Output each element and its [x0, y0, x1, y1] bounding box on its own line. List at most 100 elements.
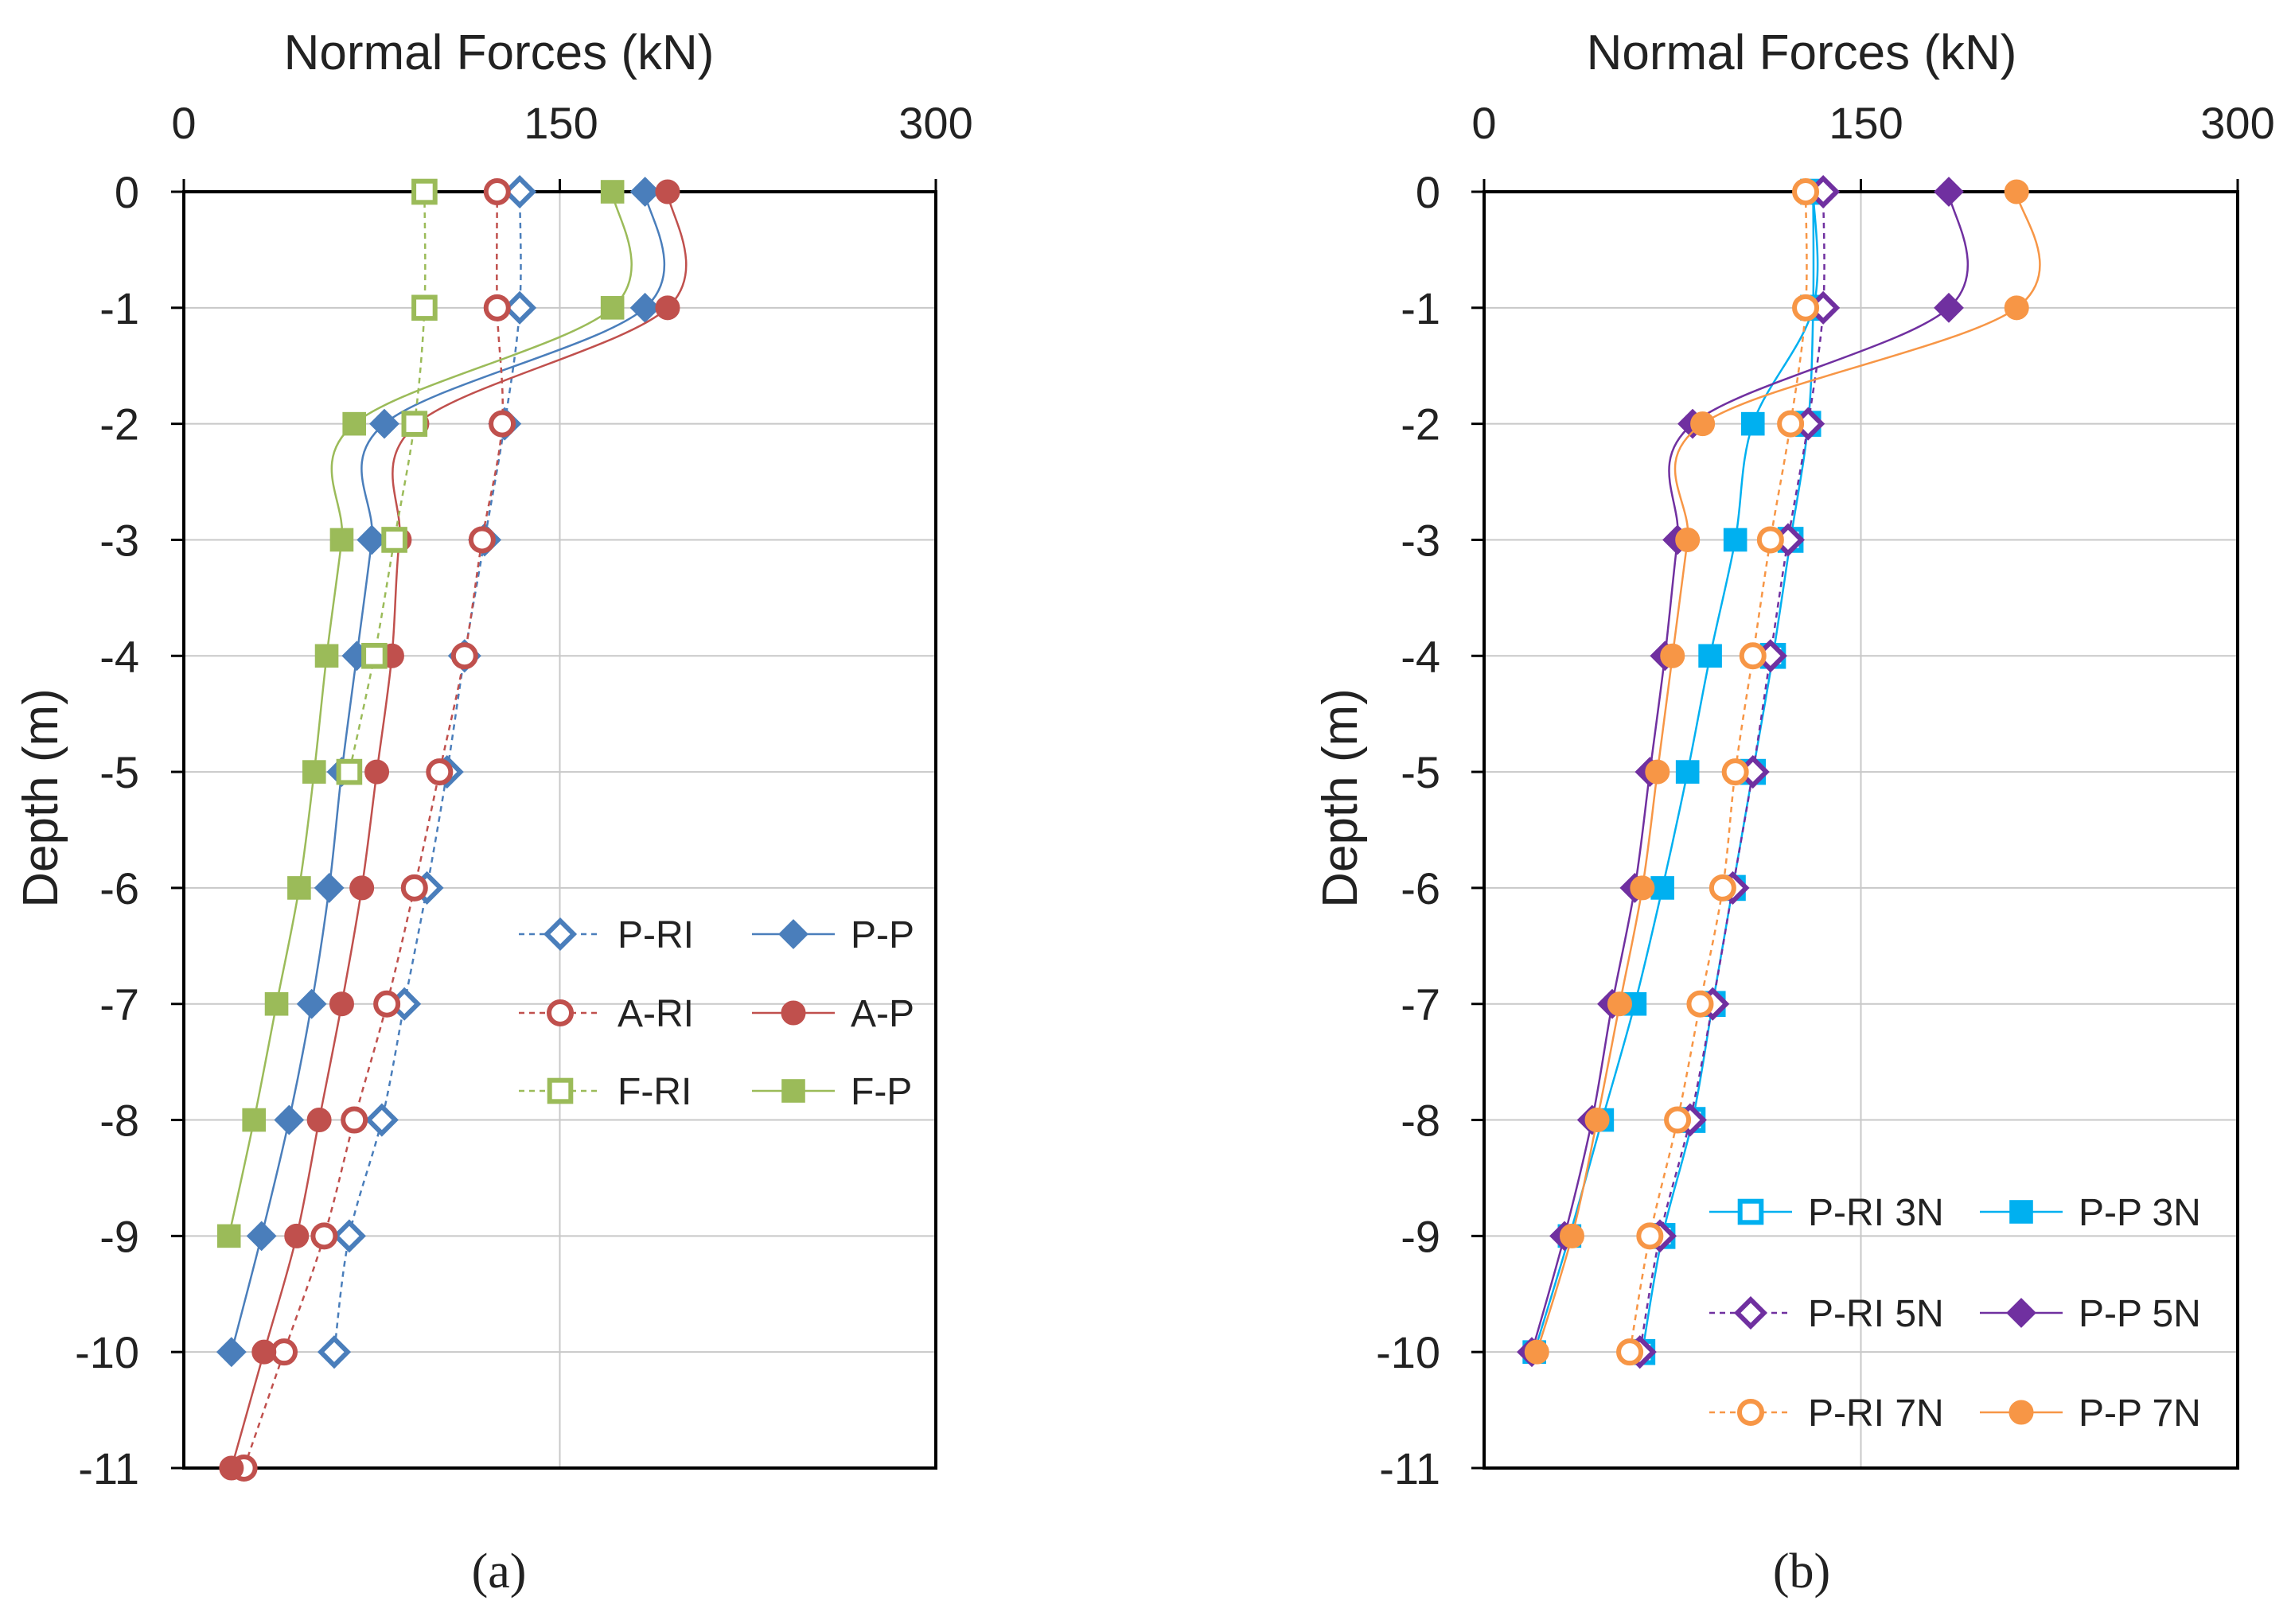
- y-tick-label: -3: [99, 515, 139, 565]
- y-tick-label: -2: [1401, 399, 1440, 450]
- data-point: [317, 1335, 352, 1369]
- data-point: [302, 760, 326, 784]
- legend-marker: [543, 917, 578, 952]
- y-tick-label: -3: [1401, 515, 1440, 565]
- legend-marker: [2009, 1200, 2033, 1224]
- data-point: [400, 874, 428, 902]
- legend-marker: [1737, 1198, 1764, 1225]
- data-point: [655, 295, 680, 321]
- data-point: [1756, 526, 1784, 554]
- data-point: [287, 876, 311, 900]
- data-point: [1630, 875, 1655, 901]
- legend-item-p-p-7n: P-P 7N: [1980, 1392, 2201, 1435]
- data-point: [246, 1221, 277, 1252]
- data-point: [503, 174, 537, 209]
- legend-marker: [2006, 1298, 2036, 1328]
- y-tick-label: -1: [99, 283, 139, 333]
- data-point: [489, 410, 516, 438]
- data-point: [1584, 1108, 1610, 1133]
- data-point: [364, 1103, 399, 1137]
- x-tick-label: 150: [1829, 98, 1903, 148]
- y-tick-label: -9: [1401, 1211, 1440, 1261]
- legend-marker: [781, 1000, 806, 1026]
- data-point: [329, 528, 354, 552]
- legend-label: P-P 5N: [2079, 1293, 2201, 1335]
- data-point: [1723, 528, 1747, 552]
- series-line: [228, 191, 633, 1236]
- y-tick-label: 0: [1416, 167, 1440, 217]
- data-point: [2004, 295, 2029, 321]
- data-point: [411, 294, 438, 321]
- y-tick-label: -8: [99, 1096, 139, 1146]
- data-point: [242, 1108, 266, 1132]
- data-point: [1792, 294, 1820, 321]
- y-tick-label: -6: [99, 863, 139, 913]
- data-point: [401, 411, 428, 437]
- legend-item-p-ri: P-RI: [519, 914, 694, 956]
- legend-item-f-ri: F-RI: [519, 1071, 692, 1113]
- data-point: [1675, 760, 1700, 784]
- legend: P-RI P-P A-RI A-P F-RI F-P: [519, 914, 914, 1113]
- data-point: [1709, 874, 1736, 902]
- data-point: [450, 642, 478, 670]
- legend-label: A-RI: [618, 993, 694, 1035]
- x-tick-label: 150: [524, 98, 598, 148]
- data-point: [336, 758, 363, 785]
- legend-item-p-p-5n: P-P 5N: [1980, 1293, 2201, 1335]
- series-a-ri: [230, 178, 516, 1482]
- data-point: [629, 177, 660, 207]
- legend-item-p-p: P-P: [752, 914, 914, 956]
- data-point: [1739, 642, 1767, 670]
- panel-a: 0 150 300 0 -1 -2 -3 -4 -5 -6 -7 -8 -9 -10 -11 Normal F…: [14, 25, 973, 1599]
- legend-label: P-P: [851, 914, 914, 956]
- legend-marker: [781, 1079, 805, 1103]
- data-point: [216, 1337, 247, 1368]
- data-point: [1524, 1339, 1549, 1365]
- data-point: [1792, 178, 1820, 205]
- data-point: [1934, 292, 1964, 323]
- legend-item-p-ri-5n: P-RI 5N: [1709, 1293, 1944, 1335]
- y-tick-label: -9: [99, 1211, 139, 1261]
- legend-label: P-P 7N: [2079, 1392, 2201, 1435]
- data-point: [306, 1108, 332, 1133]
- series-p-ri-7n: [1616, 178, 1820, 1366]
- panel-b: 0 150 300 0 -1 -2 -3 -4 -5 -6 -7 -8 -9 -10 -11 Normal F…: [1313, 25, 2275, 1599]
- legend-label: P-P 3N: [2079, 1192, 2201, 1234]
- legend-label: P-RI 5N: [1808, 1293, 1944, 1335]
- data-point: [468, 526, 496, 554]
- data-point: [314, 644, 339, 668]
- data-point: [483, 294, 511, 321]
- data-point: [251, 1339, 277, 1365]
- data-point: [1698, 644, 1722, 668]
- legend-marker: [547, 999, 574, 1026]
- data-point: [1607, 991, 1632, 1017]
- data-point: [349, 875, 375, 901]
- data-point: [264, 991, 289, 1016]
- data-point: [1934, 177, 1964, 207]
- x-tick-label: 0: [1471, 98, 1496, 148]
- data-point: [1675, 527, 1701, 552]
- series-line: [1628, 191, 1808, 1353]
- series-line: [1530, 191, 1969, 1353]
- data-point: [655, 179, 680, 204]
- data-point: [1650, 876, 1674, 900]
- data-point: [284, 1223, 310, 1248]
- legend-label: F-RI: [618, 1071, 692, 1113]
- panel-label: (a): [472, 1544, 527, 1599]
- data-point: [1721, 758, 1749, 786]
- y-axis-title: Depth (m): [1313, 688, 1368, 908]
- data-point: [341, 1106, 368, 1134]
- data-point: [342, 411, 366, 436]
- data-point: [600, 296, 625, 320]
- x-tick-label: 0: [171, 98, 196, 148]
- y-tick-label: -2: [99, 399, 139, 450]
- y-tick-label: -8: [1401, 1096, 1440, 1146]
- data-point: [1645, 759, 1670, 785]
- legend-item-f-p: F-P: [752, 1071, 912, 1113]
- data-point: [483, 178, 511, 205]
- series-line: [1536, 191, 2041, 1353]
- legend-label: F-P: [851, 1071, 912, 1113]
- series-f-ri: [336, 178, 438, 785]
- legend-marker: [1733, 1295, 1768, 1330]
